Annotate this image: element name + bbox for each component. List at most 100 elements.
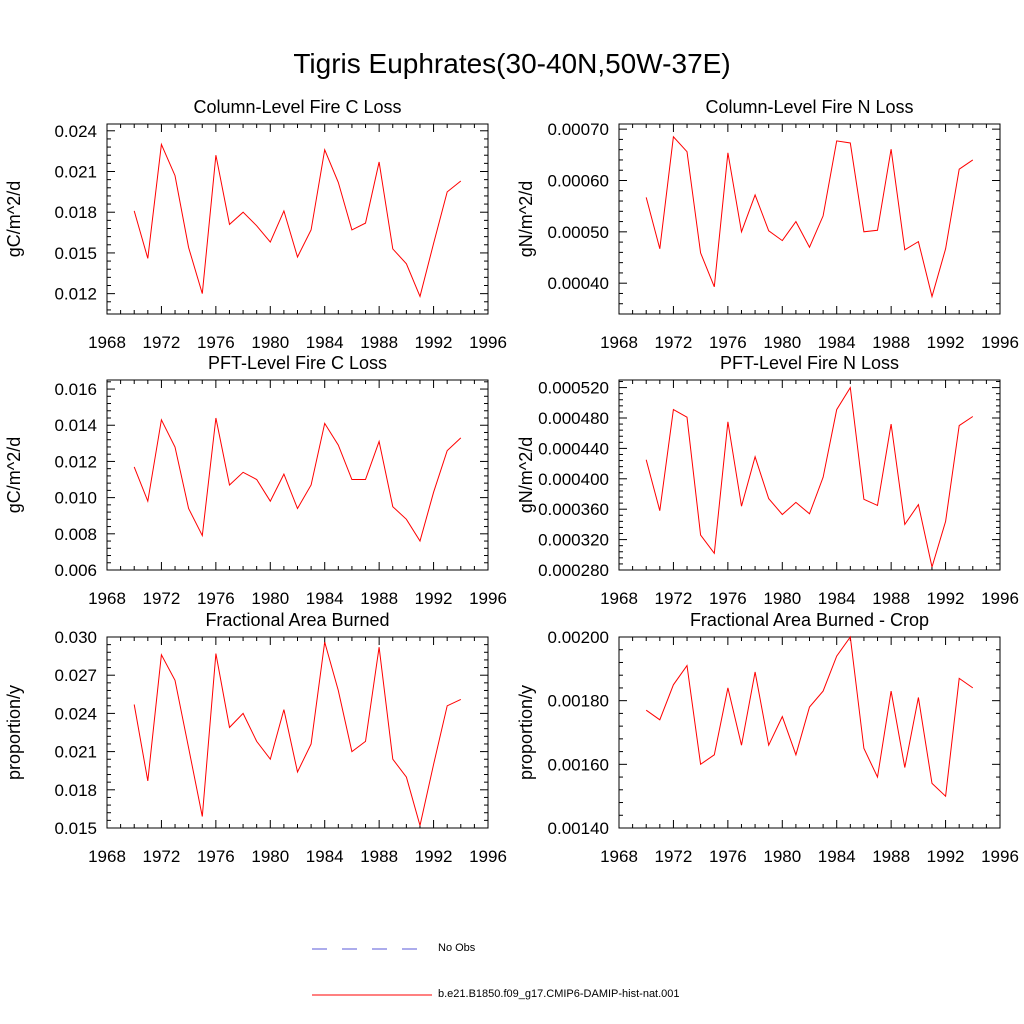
x-tick-label: 1980: [763, 589, 801, 608]
chart-title: Column-Level Fire N Loss: [705, 97, 913, 117]
x-tick-label: 1976: [197, 589, 235, 608]
chart-panel-5: Fractional Area Burned proportion/y 1968 19…: [4, 610, 507, 866]
chart-title: PFT-Level Fire C Loss: [208, 353, 387, 373]
y-tick-label: 0.00050: [548, 223, 609, 242]
x-tick-label: 1984: [306, 589, 344, 608]
y-axis-label: gC/m^2/d: [4, 437, 24, 513]
x-tick-label: 1980: [251, 333, 289, 352]
y-tick-label: 0.00040: [548, 274, 609, 293]
x-tick-label: 1980: [251, 847, 289, 866]
x-tick-label: 1996: [469, 333, 507, 352]
x-tick-label: 1992: [927, 847, 965, 866]
x-tick-label: 1996: [981, 589, 1019, 608]
x-tick-label: 1996: [981, 333, 1019, 352]
series-line: [645, 386, 974, 568]
x-tick-label: 1984: [306, 333, 344, 352]
y-tick-label: 0.00180: [548, 692, 609, 711]
y-tick-label: 0.012: [54, 452, 97, 471]
y-tick-label: 0.018: [54, 203, 97, 222]
y-tick-label: 0.021: [54, 163, 97, 182]
legend-solid-line: [312, 994, 432, 996]
x-tick-label: 1992: [415, 589, 453, 608]
x-tick-label: 1984: [818, 847, 856, 866]
x-tick-label: 1972: [655, 589, 693, 608]
x-tick-label: 1992: [927, 333, 965, 352]
x-tick-label: 1968: [600, 847, 638, 866]
x-tick-label: 1968: [600, 589, 638, 608]
y-tick-label: 0.030: [54, 628, 97, 647]
plot-frame: [618, 636, 1001, 829]
y-tick-label: 0.000520: [538, 379, 609, 398]
x-tick-label: 1996: [469, 847, 507, 866]
x-tick-label: 1968: [88, 847, 126, 866]
plot-frame: [106, 379, 489, 571]
x-tick-label: 1976: [709, 589, 747, 608]
x-tick-label: 1996: [469, 589, 507, 608]
plot-frame: [618, 123, 1001, 315]
y-tick-label: 0.024: [54, 704, 97, 723]
y-tick-label: 0.014: [54, 416, 97, 435]
y-tick-label: 0.000440: [538, 439, 609, 458]
y-tick-label: 0.00070: [548, 120, 609, 139]
chart-title: Fractional Area Burned: [205, 610, 389, 630]
plot-frame: [106, 636, 489, 829]
x-tick-label: 1980: [763, 847, 801, 866]
legend-label-obs: No Obs: [438, 942, 476, 954]
x-tick-label: 1988: [360, 333, 398, 352]
x-tick-label: 1976: [197, 847, 235, 866]
y-tick-label: 0.015: [54, 244, 97, 263]
x-tick-label: 1984: [818, 589, 856, 608]
plot-frame: [618, 379, 1001, 571]
legend-item-model: b.e21.B1850.f09_g17.CMIP6-DAMIP-hist-nat…: [310, 986, 680, 1006]
y-tick-label: 0.000280: [538, 561, 609, 580]
x-tick-label: 1988: [872, 333, 910, 352]
y-tick-label: 0.018: [54, 781, 97, 800]
y-tick-label: 0.016: [54, 380, 97, 399]
x-tick-label: 1972: [655, 847, 693, 866]
y-tick-label: 0.00200: [548, 628, 609, 647]
x-tick-label: 1984: [818, 333, 856, 352]
y-axis-label: proportion/y: [4, 685, 24, 780]
x-tick-label: 1972: [143, 333, 181, 352]
x-tick-label: 1988: [872, 847, 910, 866]
x-tick-label: 1988: [872, 589, 910, 608]
y-tick-label: 0.00160: [548, 755, 609, 774]
chart-panel-3: PFT-Level Fire C Loss gC/m^2/d 1968 1972 197…: [4, 353, 507, 608]
y-tick-label: 0.00140: [548, 819, 609, 838]
chart-title: PFT-Level Fire N Loss: [720, 353, 899, 373]
y-tick-label: 0.027: [54, 666, 97, 685]
plot-frame: [106, 123, 489, 315]
y-tick-label: 0.006: [54, 561, 97, 580]
series-line: [133, 641, 462, 826]
legend-dash-line: [312, 948, 432, 950]
x-tick-label: 1972: [143, 847, 181, 866]
chart-panel-4: PFT-Level Fire N Loss gN/m^2/d 1968 1972 197…: [516, 353, 1019, 608]
y-tick-label: 0.000360: [538, 500, 609, 519]
y-tick-label: 0.015: [54, 819, 97, 838]
chart-panel-2: Column-Level Fire N Loss gN/m^2/d 1968 1972…: [516, 97, 1019, 352]
y-axis-label: proportion/y: [516, 685, 536, 780]
y-tick-label: 0.000480: [538, 409, 609, 428]
y-tick-label: 0.010: [54, 489, 97, 508]
y-tick-label: 0.021: [54, 743, 97, 762]
x-tick-label: 1976: [197, 333, 235, 352]
y-tick-label: 0.000400: [538, 470, 609, 489]
series-line: [645, 635, 974, 798]
x-tick-label: 1996: [981, 847, 1019, 866]
main-title: Tigris Euphrates(30-40N,50W-37E): [293, 48, 731, 79]
x-tick-label: 1980: [763, 333, 801, 352]
x-tick-label: 1968: [88, 589, 126, 608]
chart-title: Column-Level Fire C Loss: [193, 97, 401, 117]
chart-panel-1: Column-Level Fire C Loss gC/m^2/d 1968 1972…: [4, 97, 507, 352]
y-tick-label: 0.024: [54, 122, 97, 141]
x-tick-label: 1972: [143, 589, 181, 608]
chart-title: Fractional Area Burned - Crop: [690, 610, 929, 630]
chart-panel-6: Fractional Area Burned - Crop proportion/…: [516, 610, 1019, 866]
x-tick-label: 1988: [360, 847, 398, 866]
series-line: [133, 142, 462, 298]
x-tick-label: 1976: [709, 847, 747, 866]
y-tick-label: 0.00060: [548, 171, 609, 190]
x-tick-label: 1992: [415, 333, 453, 352]
y-tick-label: 0.008: [54, 525, 97, 544]
